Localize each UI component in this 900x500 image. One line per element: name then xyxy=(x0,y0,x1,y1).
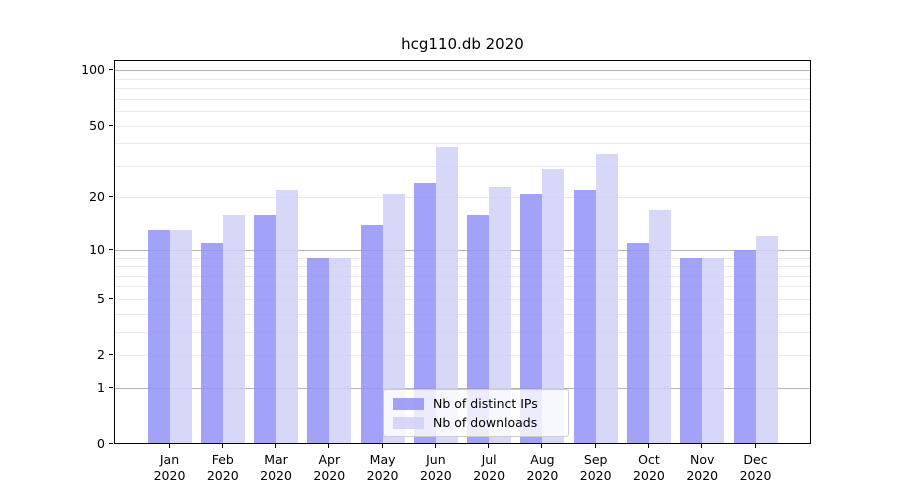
x-tick-label-feb: Feb 2020 xyxy=(206,452,239,483)
x-tick-mark xyxy=(647,444,649,448)
x-tick-label-aug: Aug 2020 xyxy=(526,452,559,483)
x-tick-mark xyxy=(275,444,277,448)
y-tick-mark xyxy=(109,248,113,250)
minor-gridline xyxy=(115,143,810,145)
x-tick-label-jun: Jun 2020 xyxy=(419,452,452,483)
x-tick-label-mar: Mar 2020 xyxy=(260,452,292,483)
minor-gridline xyxy=(115,257,810,259)
minor-gridline xyxy=(115,165,810,167)
bar-jul-series1 xyxy=(489,186,512,443)
x-tick-label-sep: Sep 2020 xyxy=(579,452,612,483)
bar-jun-series0 xyxy=(413,183,436,443)
x-tick-label-jan: Jan 2020 xyxy=(153,452,186,483)
x-tick-mark xyxy=(754,444,756,448)
minor-gridline xyxy=(115,125,810,127)
x-tick-label-jul: Jul 2020 xyxy=(473,452,506,483)
minor-gridline xyxy=(115,331,810,333)
y-tick-mark xyxy=(109,297,113,299)
minor-gridline xyxy=(115,313,810,315)
bar-jan-series1 xyxy=(169,230,192,443)
legend: Nb of distinct IPs Nb of downloads xyxy=(383,389,569,437)
y-tick-mark xyxy=(109,354,113,356)
bar-sep-series1 xyxy=(595,153,618,443)
bar-may-series1 xyxy=(382,193,405,443)
minor-gridline xyxy=(115,78,810,80)
bar-mar-series1 xyxy=(276,190,299,443)
y-tick-mark xyxy=(109,443,113,444)
y-tick-label: 20 xyxy=(89,189,105,205)
y-tick-label: 100 xyxy=(81,62,105,78)
x-tick-mark xyxy=(328,444,330,448)
x-tick-label-dec: Dec 2020 xyxy=(739,452,772,483)
x-tick-mark xyxy=(701,444,703,448)
y-tick-mark xyxy=(109,196,113,198)
bar-oct-series0 xyxy=(626,242,649,443)
legend-entry-downloads: Nb of downloads xyxy=(393,415,559,430)
minor-gridline xyxy=(115,98,810,100)
x-tick-label-may: May 2020 xyxy=(366,452,399,483)
x-tick-label-nov: Nov 2020 xyxy=(686,452,719,483)
minor-gridline xyxy=(115,197,810,199)
y-tick-label: 1 xyxy=(97,379,105,395)
bar-oct-series1 xyxy=(648,209,671,443)
x-tick-mark xyxy=(221,444,223,448)
bar-dec-series0 xyxy=(733,249,756,443)
x-tick-label-oct: Oct 2020 xyxy=(633,452,665,483)
bar-nov-series1 xyxy=(702,257,725,443)
x-tick-mark xyxy=(541,444,543,448)
minor-gridline xyxy=(115,355,810,357)
y-tick-label: 0 xyxy=(97,436,105,451)
x-tick-label-apr: Apr 2020 xyxy=(313,452,346,483)
legend-label-distinct-ips: Nb of distinct IPs xyxy=(433,396,538,411)
y-tick-mark xyxy=(109,69,113,71)
bar-jan-series0 xyxy=(147,230,170,443)
major-gridline xyxy=(115,387,810,389)
chart-title: hcg110.db 2020 xyxy=(401,35,524,53)
bar-aug-series1 xyxy=(542,168,565,443)
bar-may-series0 xyxy=(360,224,383,443)
y-tick-label: 5 xyxy=(97,290,105,306)
legend-swatch-distinct-ips xyxy=(393,397,424,410)
legend-entry-distinct-ips: Nb of distinct IPs xyxy=(393,396,559,411)
major-gridline xyxy=(115,249,810,251)
bar-sep-series0 xyxy=(573,190,596,443)
minor-gridline xyxy=(115,298,810,300)
y-tick-label: 10 xyxy=(89,241,105,257)
plot-area xyxy=(114,60,811,444)
minor-gridline xyxy=(115,88,810,90)
bar-jun-series1 xyxy=(435,147,458,443)
minor-gridline xyxy=(115,266,810,268)
bar-apr-series0 xyxy=(307,257,330,443)
x-tick-mark xyxy=(488,444,490,448)
minor-gridline xyxy=(115,286,810,288)
legend-label-downloads: Nb of downloads xyxy=(433,415,538,430)
x-tick-mark xyxy=(168,444,170,448)
x-tick-mark xyxy=(434,444,436,448)
y-tick-label: 2 xyxy=(97,347,105,363)
x-tick-mark xyxy=(381,444,383,448)
minor-gridline xyxy=(115,111,810,113)
bar-mar-series0 xyxy=(254,214,277,443)
x-tick-mark xyxy=(594,444,596,448)
bar-nov-series0 xyxy=(680,257,703,443)
bar-feb-series1 xyxy=(222,214,245,443)
y-tick-label: 50 xyxy=(89,117,105,133)
legend-swatch-downloads xyxy=(393,416,424,429)
y-tick-mark xyxy=(109,124,113,126)
bar-apr-series1 xyxy=(329,257,352,443)
bar-dec-series1 xyxy=(755,236,778,443)
minor-gridline xyxy=(115,275,810,277)
bar-jul-series0 xyxy=(467,214,490,443)
major-gridline xyxy=(115,70,810,72)
bar-feb-series0 xyxy=(200,242,223,443)
y-tick-mark xyxy=(109,386,113,388)
bar-aug-series0 xyxy=(520,193,543,443)
